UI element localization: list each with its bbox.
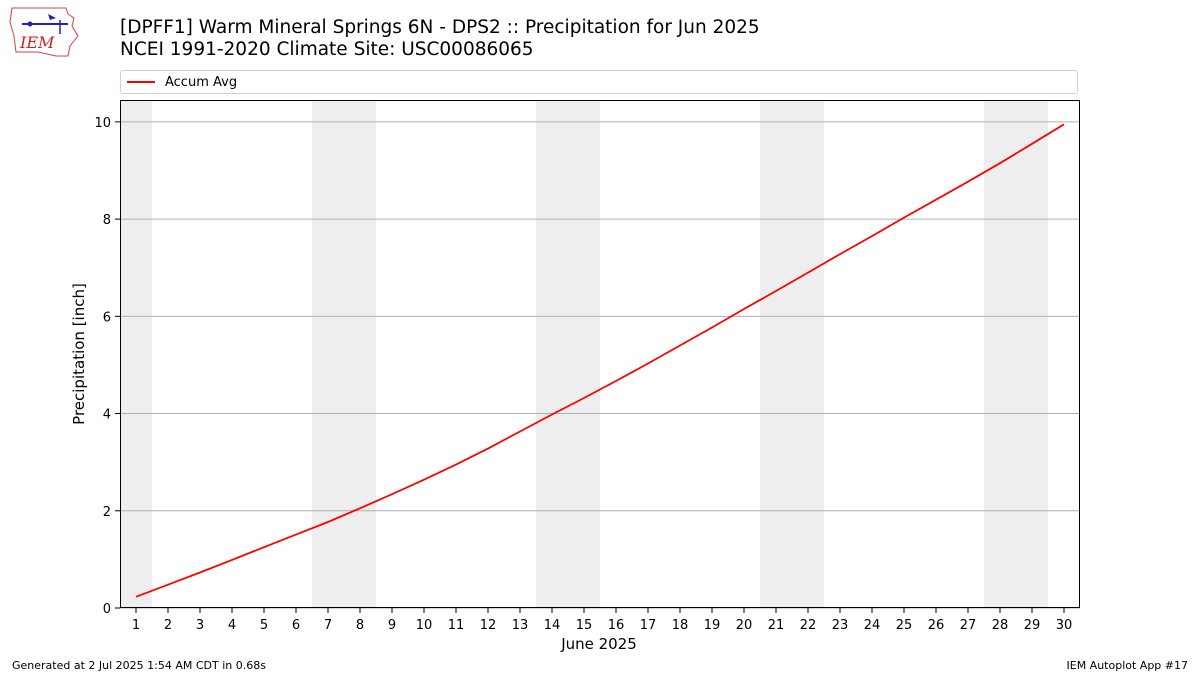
x-tick-label-2: 2 (164, 618, 172, 633)
x-tick-label-29: 29 (1024, 618, 1041, 633)
y-tick-label-2: 2 (103, 505, 111, 520)
legend-line-swatch (127, 81, 155, 83)
x-tick-label-12: 12 (480, 618, 497, 633)
x-tick-label-21: 21 (768, 618, 785, 633)
weekend-band-day-28 (984, 100, 1016, 608)
y-axis-label: Precipitation [inch] (70, 283, 88, 425)
x-tick-label-8: 8 (356, 618, 364, 633)
iem-logo: IEM (9, 7, 79, 57)
title-line-1: [DPFF1] Warm Mineral Springs 6N - DPS2 :… (120, 17, 760, 38)
x-tick-label-16: 16 (608, 618, 625, 633)
x-tick-label-14: 14 (544, 618, 561, 633)
y-tick-label-10: 10 (94, 116, 111, 131)
x-tick-label-1: 1 (132, 618, 140, 633)
series-accum-avg-line (135, 123, 1065, 598)
y-tick-label-0: 0 (103, 602, 111, 617)
app-credit: IEM Autoplot App #17 (1066, 659, 1189, 672)
weekend-band-day-7 (312, 100, 344, 608)
y-tick-label-4: 4 (103, 408, 111, 423)
x-tick-label-27: 27 (960, 618, 977, 633)
x-tick-label-3: 3 (196, 618, 204, 633)
legend: Accum Avg (120, 70, 1078, 94)
chart-title: [DPFF1] Warm Mineral Springs 6N - DPS2 :… (120, 17, 760, 61)
weekend-band-day-8 (344, 100, 376, 608)
x-tick-label-22: 22 (800, 618, 817, 633)
weekend-band-day-22 (792, 100, 824, 608)
x-tick-label-24: 24 (864, 618, 881, 633)
x-tick-label-30: 30 (1056, 618, 1073, 633)
x-tick-label-28: 28 (992, 618, 1009, 633)
y-tick-label-8: 8 (103, 213, 111, 228)
x-tick-label-15: 15 (576, 618, 593, 633)
x-tick-label-4: 4 (228, 618, 236, 633)
logo-text: IEM (19, 33, 55, 52)
x-tick-label-20: 20 (736, 618, 753, 633)
x-tick-label-26: 26 (928, 618, 945, 633)
y-tick-label-6: 6 (103, 310, 111, 325)
x-tick-label-13: 13 (512, 618, 529, 633)
weekend-band-day-21 (760, 100, 792, 608)
legend-label: Accum Avg (165, 74, 238, 90)
x-tick-label-7: 7 (324, 618, 332, 633)
x-tick-label-23: 23 (832, 618, 849, 633)
generated-timestamp: Generated at 2 Jul 2025 1:54 AM CDT in 0… (12, 659, 266, 672)
x-tick-label-5: 5 (260, 618, 268, 633)
weekend-band-day-14 (536, 100, 568, 608)
x-tick-label-6: 6 (292, 618, 300, 633)
x-tick-label-18: 18 (672, 618, 689, 633)
x-tick-label-17: 17 (640, 618, 657, 633)
title-line-2: NCEI 1991-2020 Climate Site: USC00086065 (120, 39, 534, 60)
weekend-band-day-15 (568, 100, 600, 608)
x-tick-label-19: 19 (704, 618, 721, 633)
x-tick-label-11: 11 (448, 618, 465, 633)
x-tick-label-9: 9 (388, 618, 396, 633)
x-axis-label: June 2025 (560, 635, 637, 653)
weekend-band-day-1 (120, 100, 152, 608)
weekend-band-day-29 (1016, 100, 1048, 608)
plot-frame (120, 100, 1080, 608)
x-tick-label-25: 25 (896, 618, 913, 633)
x-tick-label-10: 10 (416, 618, 433, 633)
